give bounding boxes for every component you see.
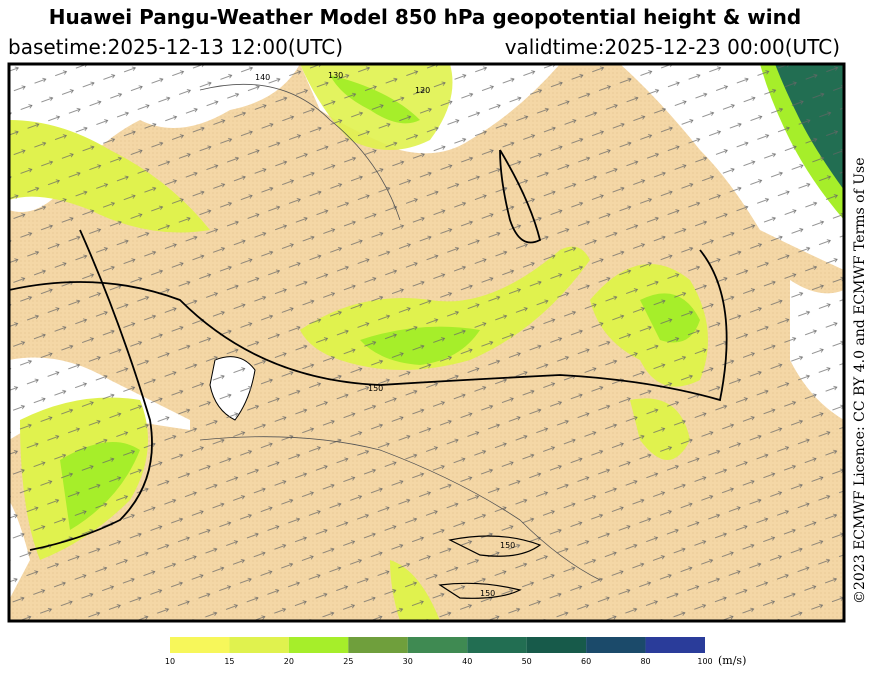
coast: [448, 535, 542, 557]
colorbar-tick-label: 30: [403, 657, 413, 666]
contour-label: 150: [368, 384, 383, 393]
colorbar-swatch: [586, 637, 646, 653]
colorbar-swatch: [348, 637, 408, 653]
colorbar-tick-label: 20: [284, 657, 294, 666]
contour: [199, 436, 601, 581]
colorbar-swatch: [467, 637, 527, 653]
colorbar-tick-label: 25: [343, 657, 353, 666]
colorbar-tick-label: 50: [522, 657, 532, 666]
colorbar-swatch: [170, 637, 230, 653]
colorbar-tick-label: 15: [224, 657, 234, 666]
basetime: basetime:2025-12-13 12:00(UTC): [8, 35, 343, 59]
contour-label: 120: [415, 86, 430, 95]
contour: [199, 83, 401, 221]
validtime: validtime:2025-12-23 00:00(UTC): [505, 35, 840, 59]
colorbar-swatch: [645, 637, 705, 653]
colorbar-swatch: [229, 637, 289, 653]
colorbar-swatch: [288, 637, 349, 653]
contour-label: 140: [255, 73, 270, 82]
colorbar-tick-label: 100: [697, 657, 712, 666]
contour-label: 150: [480, 589, 495, 598]
wind-arrows: [9, 64, 844, 621]
colorbar-swatch: [526, 637, 587, 653]
colorbar-swatch: [407, 637, 468, 653]
colorbar-unit: (m/s): [718, 654, 746, 667]
map: 150 150 150 120 130 140: [9, 64, 844, 621]
colorbar: 10 15 20 25 30 40 50 60 80 100: [165, 637, 713, 666]
colorbar-tick-label: 40: [462, 657, 472, 666]
contour: [29, 229, 153, 551]
title: Huawei Pangu-Weather Model 850 hPa geopo…: [49, 5, 801, 29]
contour-label: 130: [328, 71, 343, 80]
contour: [499, 149, 542, 244]
coast: [438, 582, 522, 599]
colorbar-tick-label: 60: [581, 657, 591, 666]
contour-label: 150: [500, 541, 515, 550]
colorbar-tick-label: 10: [165, 657, 175, 666]
map-frame: [7, 62, 846, 623]
contour: [9, 249, 728, 402]
license: ©2023 ECMWF Licence: CC BY 4.0 and ECMWF…: [852, 158, 868, 605]
colorbar-tick-label: 80: [640, 657, 650, 666]
